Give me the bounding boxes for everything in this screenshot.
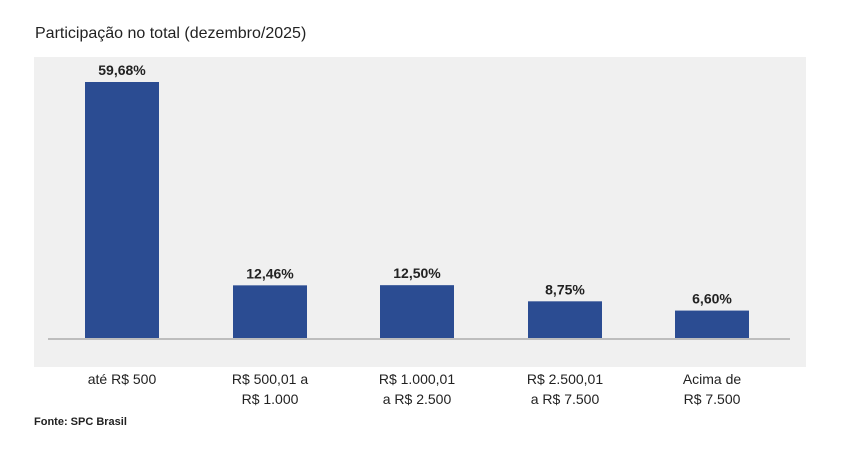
- bar: [675, 310, 749, 339]
- data-label: 12,50%: [393, 265, 441, 281]
- bar: [85, 82, 159, 339]
- x-tick-label: Acima de R$ 7.500: [682, 371, 742, 407]
- source-note: Fonte: SPC Brasil: [34, 416, 127, 428]
- x-tick-label: R$ 500,01 a R$ 1.000: [231, 371, 309, 407]
- x-tick-label: R$ 2.500,01 a R$ 7.500: [526, 371, 604, 407]
- data-label: 8,75%: [545, 281, 585, 297]
- bar: [233, 285, 307, 339]
- data-label: 59,68%: [98, 62, 146, 78]
- data-label: 12,46%: [246, 265, 294, 281]
- chart-title: Participação no total (dezembro/2025): [35, 25, 307, 42]
- bar: [380, 285, 454, 339]
- bar: [528, 301, 602, 339]
- x-tick-label: até R$ 500: [87, 371, 157, 387]
- x-tick-label: R$ 1.000,01 a R$ 2.500: [378, 371, 456, 407]
- data-label: 6,60%: [692, 291, 732, 307]
